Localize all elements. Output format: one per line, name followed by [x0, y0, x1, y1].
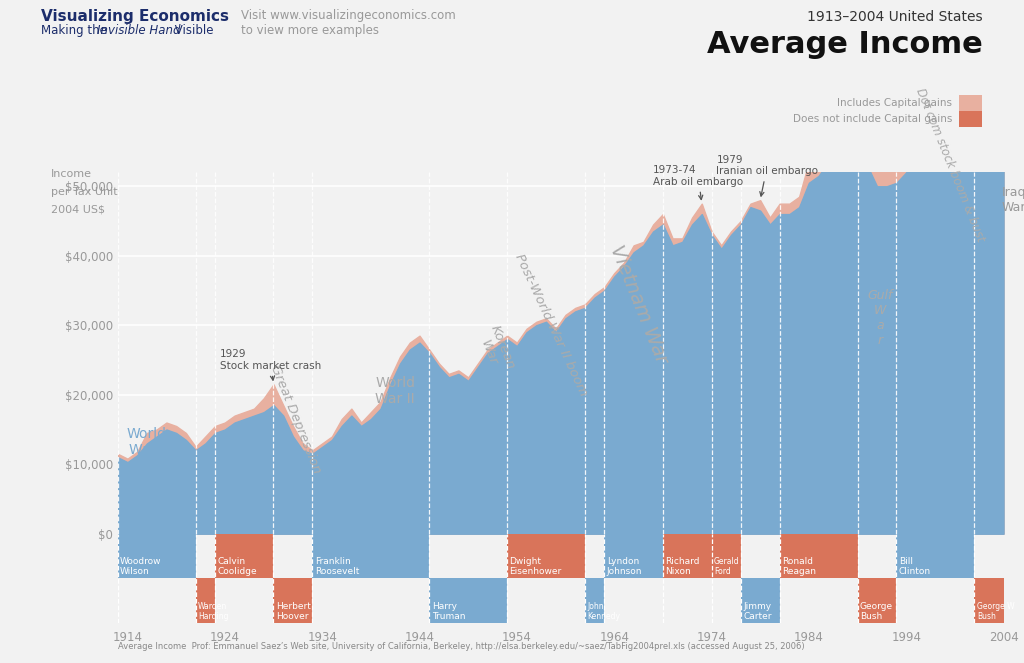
Text: 1994: 1994 — [891, 631, 922, 644]
Text: 1934: 1934 — [307, 631, 337, 644]
Text: Average Income: Average Income — [708, 30, 983, 59]
Text: Ronald
Reagan: Ronald Reagan — [782, 557, 816, 576]
Text: Korean
War: Korean War — [474, 323, 517, 377]
Text: 2004 US$: 2004 US$ — [51, 205, 105, 215]
Text: 1914: 1914 — [113, 631, 142, 644]
Text: Income: Income — [51, 169, 92, 179]
Text: Gerald
Ford: Gerald Ford — [714, 557, 739, 576]
Text: Invisible Hand: Invisible Hand — [97, 24, 181, 37]
Bar — [663, 534, 712, 578]
Bar — [896, 534, 974, 578]
Bar — [857, 578, 896, 623]
Text: Lyndon
Johnson: Lyndon Johnson — [607, 557, 642, 576]
Bar — [507, 534, 585, 578]
Text: Richard
Nixon: Richard Nixon — [666, 557, 699, 576]
Text: Visible: Visible — [171, 24, 214, 37]
Bar — [740, 578, 779, 623]
Text: Post-World War II boom: Post-World War II boom — [512, 252, 590, 398]
Text: Warden
Harding: Warden Harding — [198, 601, 228, 621]
Text: Making the: Making the — [41, 24, 111, 37]
Text: to view more examples: to view more examples — [241, 24, 379, 37]
Text: per Tax Unit: per Tax Unit — [51, 187, 118, 197]
Text: 1944: 1944 — [404, 631, 434, 644]
Text: 1929
Stock market crash: 1929 Stock market crash — [220, 349, 322, 380]
Bar — [196, 578, 215, 623]
Text: Dwight
Eisenhower: Dwight Eisenhower — [510, 557, 562, 576]
Bar — [959, 111, 982, 127]
Text: 1913–2004 United States: 1913–2004 United States — [807, 10, 983, 24]
Text: Vietnam War: Vietnam War — [606, 243, 671, 367]
Text: World
War II: World War II — [375, 376, 415, 406]
Text: Great Depression: Great Depression — [268, 363, 324, 475]
Text: Includes Capital gains: Includes Capital gains — [838, 97, 952, 108]
Text: Dot com stock boom & bust: Dot com stock boom & bust — [913, 87, 987, 244]
Text: Calvin
Coolidge: Calvin Coolidge — [217, 557, 257, 576]
Text: Woodrow
Wilson: Woodrow Wilson — [120, 557, 162, 576]
Text: Franklin
Roosevelt: Franklin Roosevelt — [314, 557, 359, 576]
Bar — [959, 95, 982, 111]
Text: Herbert
Hoover: Herbert Hoover — [275, 601, 311, 621]
Text: Visualizing Economics: Visualizing Economics — [41, 9, 229, 24]
Text: 1924: 1924 — [210, 631, 240, 644]
Bar — [312, 534, 429, 578]
Text: Iraq
War: Iraq War — [1001, 186, 1024, 214]
Bar — [118, 534, 196, 578]
Bar — [585, 578, 604, 623]
Bar — [712, 534, 740, 578]
Text: 1979
Iranian oil embargo: 1979 Iranian oil embargo — [717, 154, 818, 196]
Text: 1984: 1984 — [794, 631, 823, 644]
Text: Average Income  Prof: Emmanuel Saez’s Web site, University of California, Berkel: Average Income Prof: Emmanuel Saez’s Web… — [118, 642, 805, 651]
Text: 1974: 1974 — [696, 631, 726, 644]
Text: Bill
Clinton: Bill Clinton — [899, 557, 931, 576]
Text: Visit www.visualizingeconomics.com: Visit www.visualizingeconomics.com — [241, 9, 456, 22]
Bar — [974, 578, 1004, 623]
Text: John
Kennedy: John Kennedy — [588, 601, 621, 621]
Text: 1964: 1964 — [599, 631, 629, 644]
Text: Does not include Capital gains: Does not include Capital gains — [793, 114, 952, 125]
Text: George
Bush: George Bush — [860, 601, 893, 621]
Bar — [429, 578, 507, 623]
Bar — [604, 534, 663, 578]
Text: Harry
Truman: Harry Truman — [432, 601, 465, 621]
Text: Gulf
W
a
r: Gulf W a r — [867, 289, 893, 347]
Bar — [779, 534, 857, 578]
Text: 2004: 2004 — [988, 631, 1019, 644]
Bar — [215, 534, 273, 578]
Text: George W
Bush: George W Bush — [977, 601, 1015, 621]
Text: 1954: 1954 — [502, 631, 531, 644]
Bar — [273, 578, 312, 623]
Text: Jimmy
Carter: Jimmy Carter — [743, 601, 772, 621]
Text: World
War I: World War I — [127, 427, 167, 457]
Text: 1973-74
Arab oil embargo: 1973-74 Arab oil embargo — [653, 165, 743, 200]
